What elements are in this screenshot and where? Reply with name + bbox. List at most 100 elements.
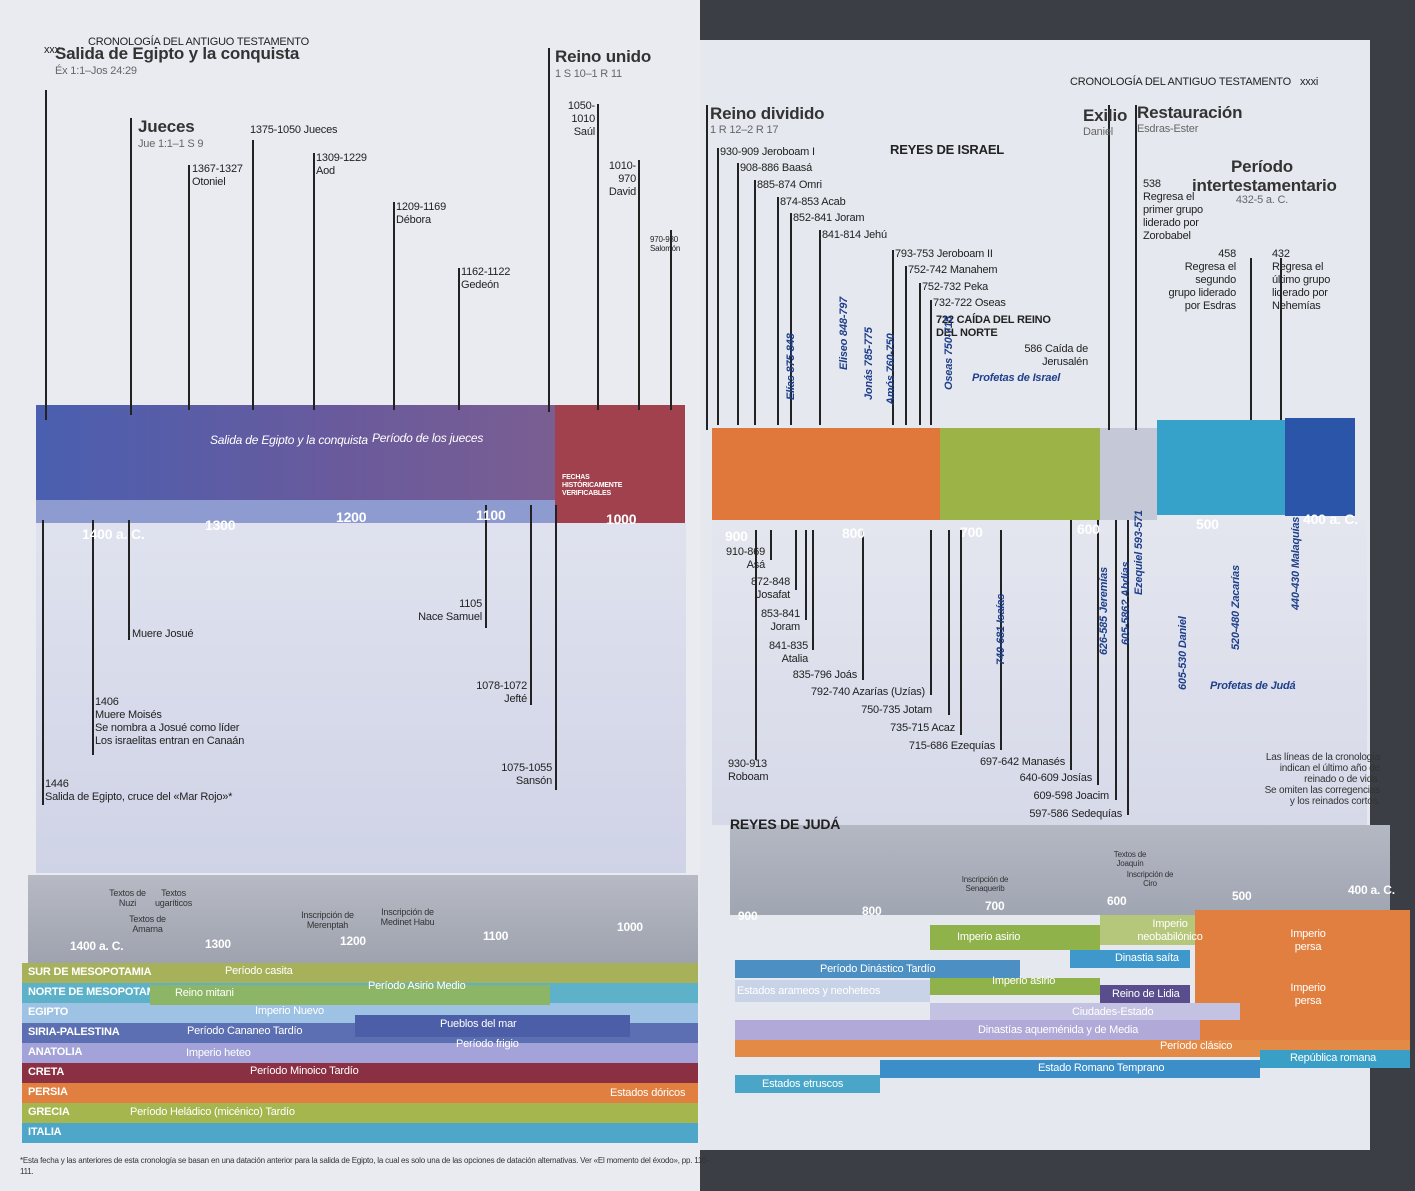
text-line: Muere Josué — [132, 628, 194, 640]
band — [712, 520, 1367, 825]
king-label: 752-732 Peka — [922, 281, 989, 293]
text-line: Atalia — [781, 653, 809, 665]
period-label: Período Cananeo Tardío — [187, 1025, 303, 1037]
era-ref: Daniel — [1083, 126, 1113, 138]
band — [22, 1043, 698, 1063]
text-line: Roboam — [728, 771, 769, 783]
axis-label: 500 — [1196, 516, 1219, 532]
axis-label: 600 — [1107, 894, 1127, 908]
text-line: 910-869 — [726, 546, 765, 558]
king-label: 930-913 Roboam — [728, 758, 769, 784]
prophet-label: Amós 760-750 — [885, 333, 897, 405]
axis-label: 1300 — [205, 517, 236, 533]
prophet-label: 626-585 Jeremías — [1098, 567, 1110, 655]
axis-label: 1000 — [606, 511, 637, 527]
band — [735, 1040, 1410, 1057]
timeline-line — [128, 520, 130, 640]
event-label: 1105 Nace Samuel — [418, 598, 482, 624]
period-label: Estados arameos y neoheteos — [737, 985, 881, 997]
king-label: 910-869 Asá — [726, 546, 765, 572]
timeline-line — [795, 530, 797, 590]
text-line: Zorobabel — [1143, 230, 1191, 242]
text-line: 586 Caída de — [1024, 343, 1088, 355]
text-line: 1105 — [459, 598, 482, 610]
band — [22, 1123, 698, 1143]
king-label: 872-848 Josafat — [751, 576, 790, 602]
axis-label: 1000 — [617, 920, 643, 934]
king-label: 609-598 Joacim — [1034, 790, 1110, 803]
era-title: Jueces — [138, 117, 195, 136]
era-ref: 1 R 12–2 R 17 — [710, 124, 779, 136]
king-label: 793-753 Jeroboam II — [895, 248, 993, 260]
king-label: 597-586 Sedequías — [1029, 808, 1122, 821]
era-ref: 432-5 a. C. — [1235, 194, 1289, 206]
page-number: xxx — [44, 44, 60, 56]
timeline-line — [638, 160, 640, 410]
event-label: 1209-1169 Débora — [396, 201, 446, 227]
event-label: 1078-1072 Jefté — [476, 680, 527, 706]
note: Las líneas de la cronología indican el úl… — [1265, 752, 1381, 807]
page-number: xxxi — [1300, 76, 1319, 88]
period-label: Imperio persa — [1290, 928, 1326, 953]
period-label: Imperio asirio — [957, 931, 1021, 943]
era-title: Salida de Egipto y la conquista — [55, 44, 300, 63]
timeline-line — [530, 505, 532, 705]
running-head: CRONOLOGÍA DEL ANTIGUO TESTAMENTO — [88, 36, 309, 48]
text-line: 1075-1055 — [501, 762, 552, 774]
event-label: 458 Regresa el segundo grupo liderado por Es… — [1168, 248, 1236, 313]
period-label: Imperio neobabilónico — [1137, 918, 1203, 943]
inscription-note: Inscripción de Medinet Habu — [380, 907, 435, 927]
region-name: GRECIA — [28, 1106, 70, 1118]
text-line: Nehemías — [1272, 300, 1321, 312]
text-line: indican el último año de — [1279, 763, 1380, 774]
text-line: 1406 — [95, 696, 119, 708]
timeline-line — [737, 163, 739, 425]
axis-label: 1300 — [205, 937, 231, 951]
axis-label: 800 — [862, 904, 882, 918]
axis-label: 500 — [1232, 889, 1252, 903]
king-label: 640-609 Josías — [1020, 772, 1093, 785]
timeline-line — [597, 104, 599, 410]
text-line: DEL NORTE — [936, 327, 998, 339]
text-line: 715-686 Ezequías — [908, 740, 995, 752]
region-name: CRETA — [28, 1066, 65, 1078]
prophet-label: Elías 875-848 — [785, 333, 797, 400]
band — [1260, 1050, 1410, 1068]
text-line: 1446 — [45, 778, 69, 790]
timeline-line — [670, 230, 672, 410]
band — [735, 980, 930, 1002]
king-label: 835-796 Joás — [793, 669, 857, 682]
prophet-label: 605-530 Daniel — [1177, 616, 1189, 690]
timeline-line — [1108, 105, 1110, 430]
king-label: 853-841 Joram — [761, 608, 800, 634]
text-line: Jerusalén — [1042, 356, 1088, 368]
region-name: ANATOLIA — [28, 1046, 83, 1058]
king-label: 841-835 Atalia — [769, 640, 808, 666]
band — [735, 960, 1020, 978]
inscription-note: Textos de Amarna — [129, 914, 166, 934]
text-line: Las líneas de la cronología — [1265, 752, 1380, 763]
band — [355, 1015, 630, 1037]
text-line: 841-835 — [769, 640, 808, 652]
event-label: 586 Caída de Jerusalén — [1024, 343, 1088, 369]
timeline-line — [770, 530, 772, 560]
text-line: 1309-1229 — [316, 152, 367, 164]
band — [1100, 915, 1195, 945]
event-label: 1050- 1010 Saúl — [568, 100, 595, 139]
timeline-line — [755, 530, 757, 760]
section-heading: REYES DE ISRAEL — [890, 142, 1005, 157]
timeline-line — [930, 300, 932, 425]
event-label: 722 CAÍDA DEL REINO DEL NORTE — [936, 314, 1051, 340]
text-line: Salida de Egipto, cruce del «Mar Rojo»* — [45, 791, 233, 803]
king-label: 732-722 Oseas — [933, 297, 1006, 309]
timeline-line — [1250, 258, 1252, 420]
text-line: grupo liderado — [1168, 287, 1236, 299]
period-label: Reino de Lidia — [1112, 988, 1180, 1000]
text-line: Gedeón — [461, 279, 499, 291]
period-label: Período Dinástico Tardío — [820, 963, 936, 975]
era-title: Exilio — [1083, 106, 1128, 125]
axis-label: 1400 a. C. — [82, 526, 145, 542]
text-line: Jefté — [504, 693, 527, 705]
band — [1100, 428, 1157, 523]
text-line: 792-740 Azarías (Uzías) — [810, 686, 925, 698]
